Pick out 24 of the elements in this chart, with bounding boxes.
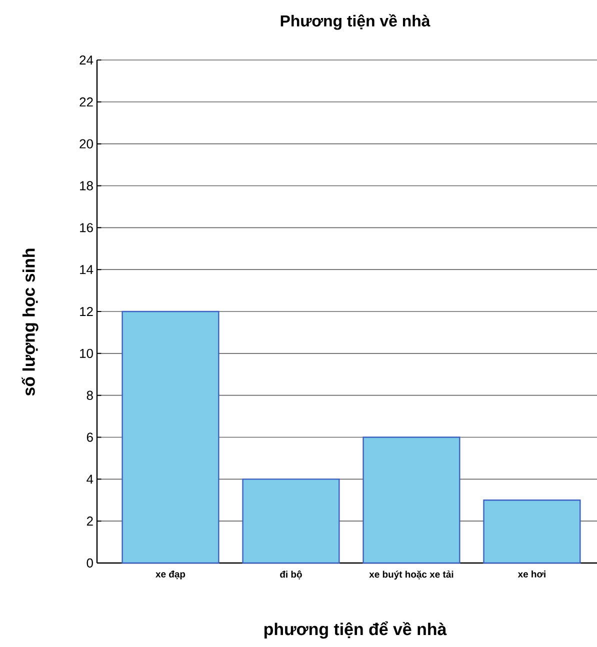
y-tick-label: 24	[80, 55, 94, 65]
y-tick-label: 10	[80, 348, 93, 358]
y-tick-label: 4	[86, 474, 94, 484]
y-tick-label: 12	[80, 306, 93, 316]
y-tick-label: 0	[86, 558, 93, 568]
x-tick-label: xe buýt hoặc xe tải	[369, 570, 454, 580]
y-tick-label: 6	[86, 432, 93, 442]
y-axis-title: số lượng học sinh	[22, 248, 38, 396]
y-tick-label: 22	[80, 97, 93, 106]
y-tick-label: 8	[86, 390, 93, 400]
x-tick-label: xe đạp	[156, 570, 186, 580]
y-tick-label: 18	[80, 181, 93, 190]
x-axis-title: phương tiện để về nhà	[264, 621, 447, 639]
y-tick-label: 16	[80, 223, 93, 232]
bar	[362, 436, 460, 564]
bar	[483, 500, 581, 564]
y-tick-label: 14	[80, 265, 94, 274]
y-tick-label: 2	[86, 516, 93, 526]
x-tick-label: đi bộ	[280, 570, 302, 580]
y-tick-label: 20	[80, 139, 93, 148]
bar	[122, 310, 220, 564]
bar	[242, 478, 340, 564]
x-tick-label: xe hơi	[518, 570, 546, 578]
chart-title: Phương tiện về nhà	[280, 14, 430, 30]
